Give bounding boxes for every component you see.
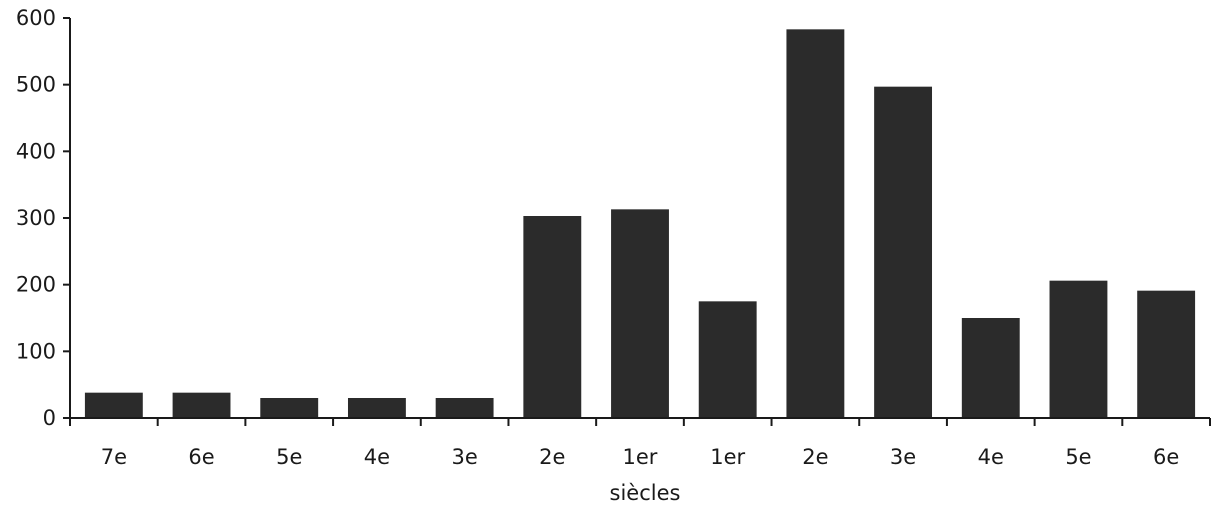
bar-12 — [1137, 290, 1196, 418]
x-tick-label: 4e — [978, 445, 1004, 469]
x-tick-label: 6e — [188, 445, 214, 469]
x-tick-label: 2e — [802, 445, 828, 469]
x-axis-title: siècles — [610, 481, 681, 505]
x-tick-label: 3e — [451, 445, 477, 469]
bar-7 — [698, 301, 757, 418]
y-tick-label: 600 — [16, 6, 56, 30]
bar-2 — [260, 398, 319, 418]
x-tick-label: 5e — [276, 445, 302, 469]
x-tick-label: 3e — [890, 445, 916, 469]
y-tick-label: 100 — [16, 339, 56, 363]
bars-group — [84, 29, 1196, 419]
bar-11 — [1049, 280, 1108, 418]
bar-6 — [611, 209, 669, 418]
x-tick-label: 7e — [101, 445, 127, 469]
x-tick-label: 2e — [539, 445, 565, 469]
x-tick-label: 1er — [623, 445, 658, 469]
y-axis-ticks: 0 100 200 300 400 500 600 — [16, 6, 70, 430]
y-tick-label: 200 — [16, 273, 56, 297]
y-tick-label: 500 — [16, 73, 56, 97]
bar-8 — [786, 29, 845, 418]
bar-1 — [172, 392, 231, 418]
x-tick-label: 6e — [1153, 445, 1179, 469]
y-tick-label: 0 — [43, 406, 56, 430]
bar-9 — [874, 86, 933, 419]
x-axis-ticks: 7e 6e 5e 4e 3e 2e 1er 1er 2e 3e 4e 5e 6e — [69, 418, 1211, 469]
bar-5 — [523, 216, 582, 418]
bar-0 — [84, 392, 143, 418]
y-tick-label: 400 — [16, 139, 56, 163]
bar-3 — [347, 398, 406, 418]
x-tick-label: 4e — [364, 445, 390, 469]
bar-4 — [435, 398, 494, 418]
x-tick-label: 5e — [1065, 445, 1091, 469]
bar-10 — [961, 318, 1020, 418]
x-tick-label: 1er — [710, 445, 745, 469]
y-tick-label: 300 — [16, 206, 56, 230]
